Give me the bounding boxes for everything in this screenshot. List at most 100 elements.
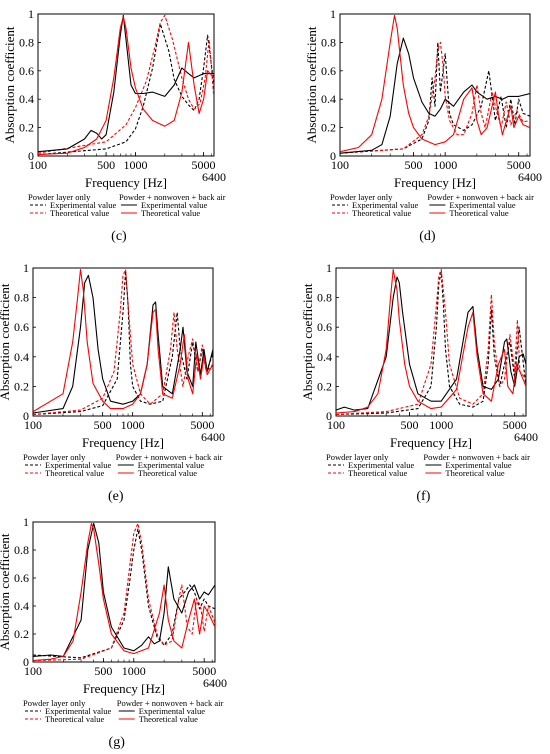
series-line-4 — [38, 16, 214, 156]
series-line-4 — [33, 268, 213, 413]
legend-experimental-label: Experimental value — [449, 200, 516, 210]
series-line-1 — [38, 23, 214, 156]
series-line-1 — [336, 271, 526, 416]
series-line-3 — [33, 274, 213, 414]
y-tick-label: 1 — [23, 261, 29, 275]
series-line-2 — [336, 268, 526, 416]
panel-label: (d) — [419, 229, 436, 244]
x-tick-label: 1000 — [121, 418, 145, 432]
y-tick-label: 0.4 — [19, 92, 34, 106]
y-axis-label: Absorption coefficient — [300, 283, 315, 400]
legend-experimental-label: Experimental value — [139, 706, 206, 716]
series-line-2 — [38, 14, 214, 154]
series-group — [33, 522, 215, 662]
y-tick-label: 0.2 — [19, 121, 34, 135]
legend-theoretical-label: Theoretical value — [138, 468, 197, 478]
x-tick-label: 5000 — [192, 158, 216, 172]
legend: Powder layer only Powder + nonwoven + bac… — [23, 452, 223, 478]
legend-group1-title: Powder layer only — [28, 192, 91, 202]
legend-group1-title: Powder layer only — [326, 452, 389, 462]
y-tick-label: 1 — [326, 261, 332, 275]
series-line-2 — [33, 522, 215, 662]
plot-frame — [335, 267, 527, 417]
y-tick-label: 0.8 — [14, 291, 29, 305]
legend-group1-title: Powder layer only — [23, 452, 86, 462]
legend-experimental-label: Experimental value — [352, 200, 419, 210]
x-max-label: 6400 — [518, 170, 542, 184]
x-tick-label: 100 — [331, 158, 349, 172]
plot-frame — [339, 13, 531, 157]
y-tick-label: 0.4 — [317, 350, 332, 364]
y-tick-label: 0.2 — [321, 121, 336, 135]
y-tick-label: 0.4 — [14, 350, 29, 364]
legend-theoretical-label: Theoretical value — [45, 714, 104, 724]
legend-theoretical-label: Theoretical value — [352, 208, 411, 218]
x-axis-label: Frequency [Hz] — [390, 435, 472, 450]
legend-group2-title: Powder + nonwoven + back air — [423, 452, 530, 462]
legend-group2-title: Powder + nonwoven + back air — [117, 698, 224, 708]
series-group — [38, 14, 214, 156]
series-group — [33, 268, 213, 416]
y-tick-label: 0.8 — [321, 35, 336, 49]
series-group — [336, 268, 526, 416]
panel-label: (g) — [109, 735, 126, 750]
y-tick-label: 0.6 — [14, 320, 29, 334]
y-tick-label: 0.8 — [19, 35, 34, 49]
legend-theoretical-label: Theoretical value — [348, 468, 407, 478]
x-axis-label: Frequency [Hz] — [83, 681, 165, 696]
legend-theoretical-label: Theoretical value — [45, 468, 104, 478]
y-tick-label: 0.2 — [317, 379, 332, 393]
x-tick-label: 1000 — [123, 158, 147, 172]
y-tick-label: 0 — [28, 149, 34, 163]
plot-frame — [32, 521, 216, 663]
x-axis-label: Frequency [Hz] — [82, 435, 164, 450]
legend-experimental-label: Experimental value — [45, 460, 112, 470]
x-max-label: 6400 — [201, 430, 225, 444]
x-max-label: 6400 — [203, 676, 227, 690]
series-line-4 — [336, 268, 526, 414]
y-tick-label: 0.8 — [317, 291, 332, 305]
series-line-1 — [33, 528, 215, 659]
legend-experimental-label: Experimental value — [141, 200, 208, 210]
x-tick-label: 500 — [405, 158, 423, 172]
legend-group2-title: Powder + nonwoven + back air — [427, 192, 534, 202]
panel-label: (f) — [416, 489, 430, 504]
x-tick-label: 500 — [94, 418, 112, 432]
y-tick-label: 1 — [28, 7, 34, 21]
legend: Powder layer only Powder + nonwoven + bac… — [330, 192, 534, 218]
y-tick-label: 0 — [330, 149, 336, 163]
x-tick-label: 100 — [24, 664, 42, 678]
y-tick-label: 0.6 — [14, 571, 29, 585]
x-tick-label: 1000 — [122, 664, 146, 678]
y-tick-label: 0 — [326, 409, 332, 423]
x-axis-label: Frequency [Hz] — [85, 175, 167, 190]
series-line-2 — [33, 268, 213, 416]
y-tick-label: 1 — [23, 515, 29, 529]
x-tick-label: 5000 — [507, 158, 531, 172]
series-line-2 — [340, 41, 530, 154]
x-tick-label: 500 — [401, 418, 419, 432]
series-line-4 — [340, 14, 530, 153]
y-tick-label: 0.6 — [19, 64, 34, 78]
y-tick-label: 0.2 — [14, 379, 29, 393]
y-tick-label: 0 — [23, 409, 29, 423]
legend-experimental-label: Experimental value — [50, 200, 117, 210]
legend-theoretical-label: Theoretical value — [445, 468, 504, 478]
series-line-4 — [33, 522, 215, 662]
x-tick-label: 5000 — [503, 418, 527, 432]
x-tick-label: 1000 — [429, 418, 453, 432]
x-axis-label: Frequency [Hz] — [394, 175, 476, 190]
y-tick-label: 0.6 — [317, 320, 332, 334]
series-line-1 — [340, 41, 530, 154]
series-line-3 — [340, 37, 530, 154]
plot-frame — [32, 267, 214, 417]
y-axis-label: Absorption coefficient — [2, 26, 17, 143]
y-tick-label: 1 — [330, 7, 336, 21]
x-max-label: 6400 — [514, 430, 538, 444]
series-group — [340, 14, 530, 154]
legend-group1-title: Powder layer only — [330, 192, 393, 202]
